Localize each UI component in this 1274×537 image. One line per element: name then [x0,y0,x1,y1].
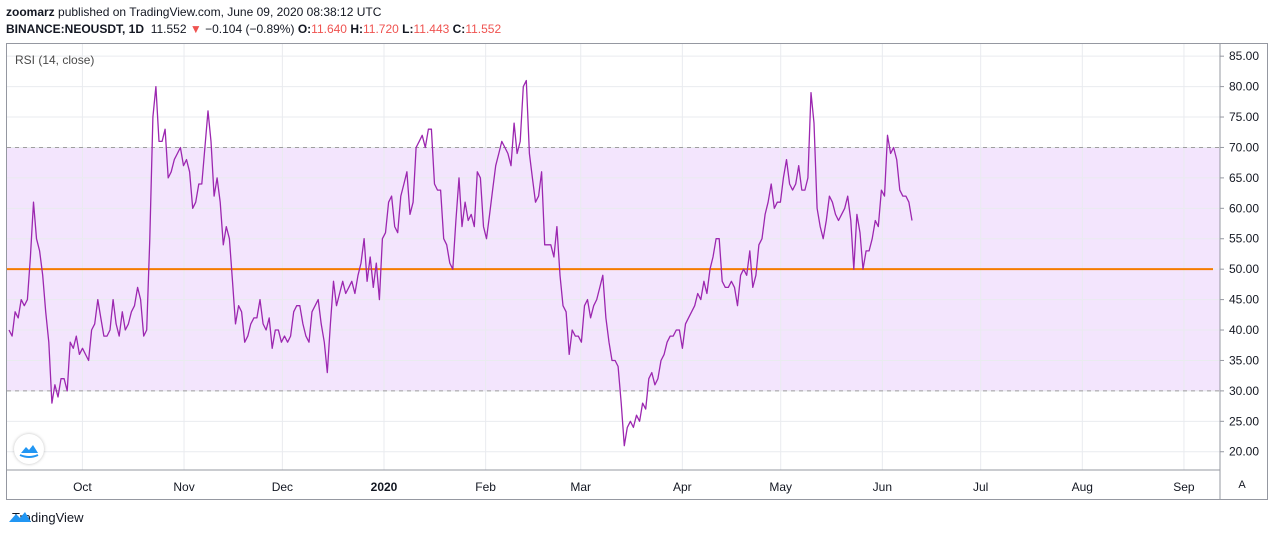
chart-frame[interactable] [6,43,1268,500]
y-tick-label: 40.00 [1229,323,1259,337]
open-value: 11.640 [311,22,347,36]
down-arrow-icon: ▼ [189,22,202,36]
published-text: published on TradingView.com, June 09, 2… [58,5,382,19]
indicator-legend[interactable]: RSI (14, close) [15,53,95,67]
close-label: C: [452,22,466,36]
y-tick-label: 50.00 [1229,262,1259,276]
x-tick-label: Oct [73,480,92,494]
publisher-name: zoomarz [6,5,55,19]
y-tick-label: 80.00 [1229,80,1259,94]
y-tick-label: 70.00 [1229,140,1259,154]
footer-brand[interactable]: TradingView [8,510,84,525]
x-tick-label: Dec [272,480,293,494]
y-tick-label: 45.00 [1229,293,1259,307]
y-tick-label: 65.00 [1229,171,1259,185]
x-tick-label: May [769,480,792,494]
low-label: L: [402,22,414,36]
close-value: 11.552 [465,22,502,36]
x-tick-label: Sep [1173,480,1195,494]
chart-header: zoomarz published on TradingView.com, Ju… [6,4,501,38]
y-tick-label: 55.00 [1229,232,1259,246]
publish-line: zoomarz published on TradingView.com, Ju… [6,4,501,21]
open-label: O: [297,22,312,36]
x-tick-label: 2020 [371,480,398,494]
x-tick-label: Apr [673,480,692,494]
x-tick-label: Feb [475,480,496,494]
y-tick-label: 85.00 [1229,49,1259,63]
y-tick-label: 30.00 [1229,384,1259,398]
y-tick-label: 60.00 [1229,201,1259,215]
y-tick-label: 75.00 [1229,110,1259,124]
price-change: −0.104 (−0.89%) [205,22,295,36]
high-value: 11.720 [363,22,399,36]
x-tick-label: Mar [570,480,591,494]
high-label: H: [350,22,363,36]
rsi-line [8,79,913,447]
auto-scale-button[interactable]: A [1238,479,1246,491]
cloud-icon [19,445,39,458]
x-tick-label: Nov [173,480,194,494]
symbol-line: BINANCE:NEOUSDT, 1D 11.552 ▼ −0.104 (−0.… [6,21,501,38]
x-tick-label: Aug [1072,480,1093,494]
y-tick-label: 20.00 [1229,445,1259,459]
symbol: BINANCE:NEOUSDT, 1D [6,22,145,36]
x-tick-label: Jul [973,480,988,494]
x-tick-label: Jun [873,480,892,494]
last-price: 11.552 [150,22,187,36]
tradingview-badge[interactable] [14,434,44,464]
y-tick-label: 25.00 [1229,414,1259,428]
low-value: 11.443 [413,22,450,36]
y-tick-label: 35.00 [1229,353,1259,367]
